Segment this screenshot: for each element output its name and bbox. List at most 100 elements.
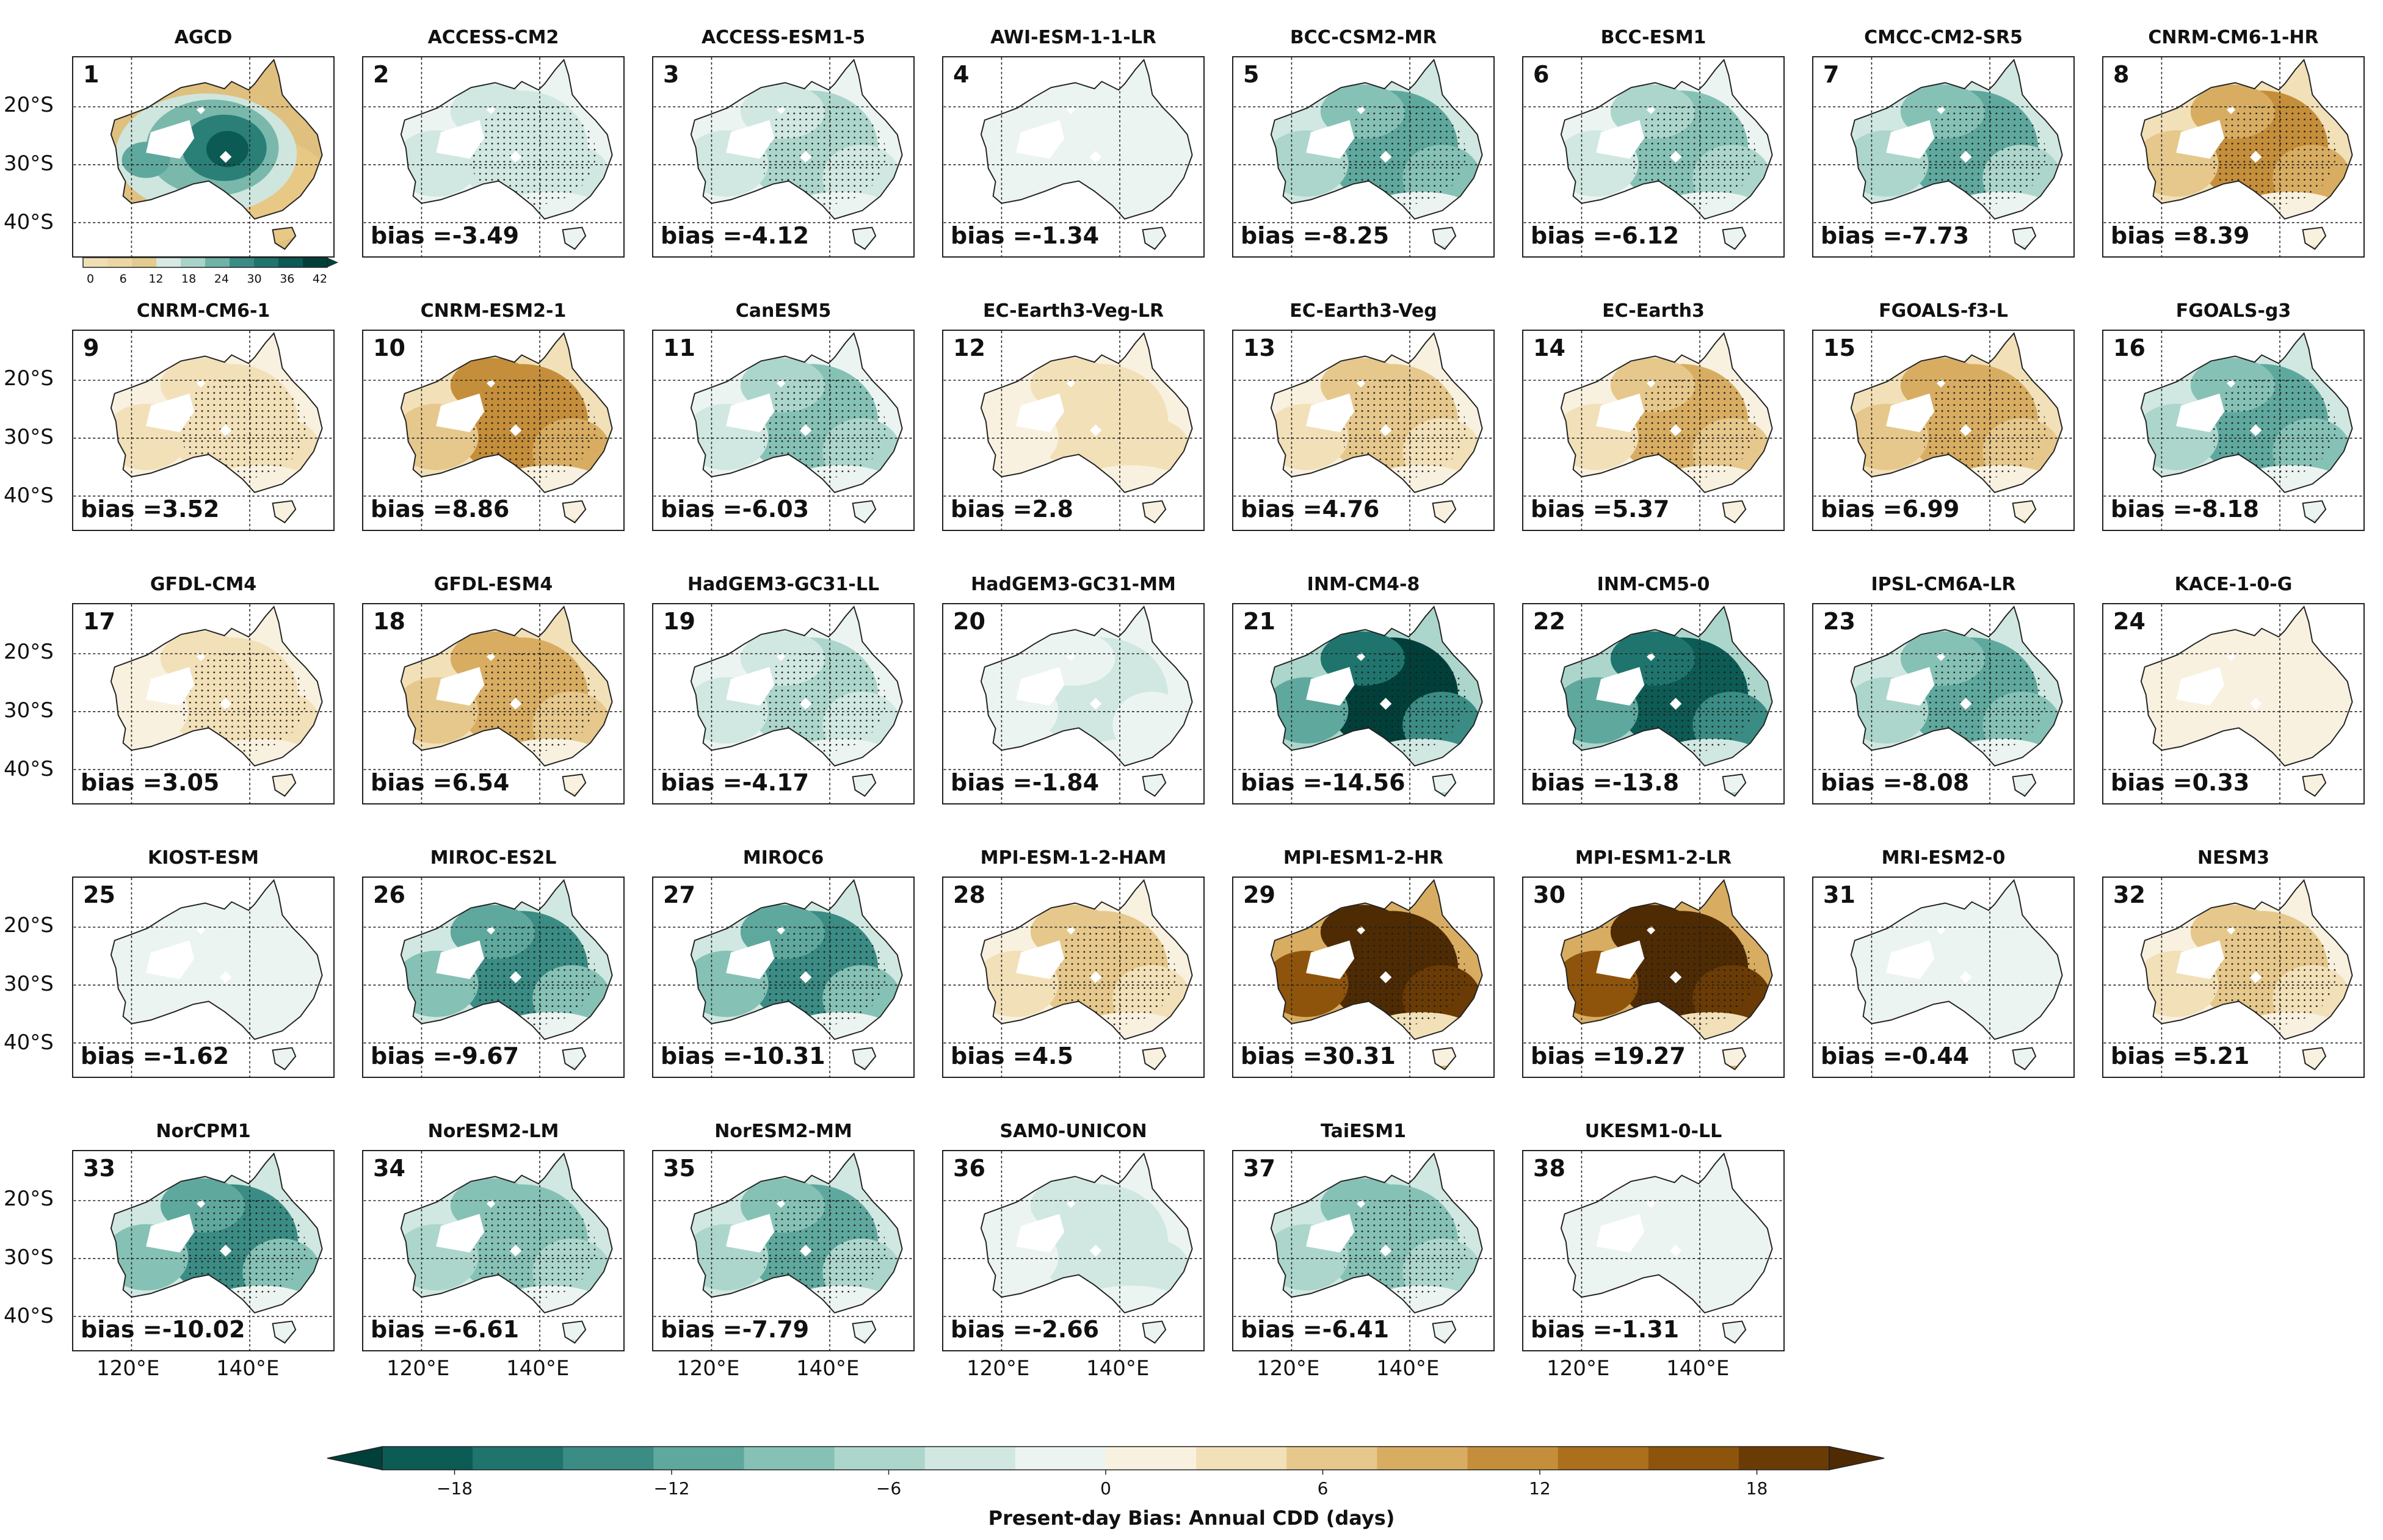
panel-number: 1 (83, 61, 100, 88)
bias-prefix: bias = (2111, 496, 2193, 522)
latitude-label: 30°S (4, 151, 54, 176)
latitude-label: 40°S (4, 757, 54, 781)
bias-prefix: bias = (951, 1316, 1032, 1343)
australia-map (2103, 878, 2363, 1077)
bias-number: 0.33 (2192, 769, 2250, 796)
bias-prefix: bias = (371, 1316, 452, 1343)
bias-value: bias =-14.56 (1241, 769, 1405, 796)
panel-number: 3 (663, 61, 680, 88)
map-frame (652, 603, 915, 804)
australia-map (1523, 878, 1783, 1077)
bias-value: bias =-1.34 (951, 222, 1099, 249)
bias-number: -1.31 (1612, 1316, 1680, 1343)
bias-prefix: bias = (661, 769, 742, 796)
bias-number: -3.49 (452, 222, 520, 249)
australia-map (943, 331, 1203, 530)
map-frame (2102, 603, 2365, 804)
australia-map (1523, 57, 1783, 256)
australia-map (1813, 604, 2073, 803)
bias-value: bias =5.21 (2111, 1043, 2249, 1069)
panel-number: 8 (2113, 61, 2130, 88)
australia-map (1813, 878, 2073, 1077)
model-panel-28: MPI-ESM-1-2-HAM 28 bias =4.5 (942, 847, 1205, 1078)
map-frame (362, 56, 625, 258)
longitude-label: 140°E (1086, 1356, 1150, 1381)
panel-title: NESM3 (2197, 847, 2269, 869)
model-panel-29: MPI-ESM1-2-HR 29 bias =30.31 (1232, 847, 1495, 1078)
bias-number: -1.34 (1032, 222, 1100, 249)
model-panel-4: AWI-ESM-1-1-LR 4 bias =-1.34 (942, 27, 1205, 258)
bias-value: bias =-2.66 (951, 1316, 1099, 1343)
panel-number: 33 (83, 1155, 115, 1182)
bias-number: -14.56 (1322, 769, 1405, 796)
panel-title: GFDL-ESM4 (433, 574, 553, 595)
panel-title: SAM0-UNICON (999, 1121, 1147, 1142)
panel-number: 27 (663, 881, 695, 908)
latitude-label: 20°S (4, 93, 54, 117)
bias-number: 4.5 (1032, 1043, 1073, 1069)
panel-number: 18 (373, 608, 405, 635)
bias-number: -10.31 (742, 1043, 825, 1069)
panel-number: 29 (1243, 881, 1275, 908)
map-frame (72, 877, 335, 1078)
model-panel-3: ACCESS-ESM1-5 3 bias =-4.12 (652, 27, 915, 258)
map-frame (652, 56, 915, 258)
panel-number: 21 (1243, 608, 1275, 635)
bias-value: bias =-6.61 (371, 1316, 519, 1343)
observed-colorbar-tick: 0 (86, 272, 95, 286)
colorbar-segment (1286, 1447, 1377, 1470)
panel-number: 15 (1823, 334, 1855, 361)
australia-map (653, 1151, 913, 1350)
colorbar-segment (1106, 1447, 1197, 1470)
longitude-label: 120°E (96, 1356, 160, 1381)
model-panel-24: KACE-1-0-G 24 bias =0.33 (2102, 574, 2365, 804)
panel-number: 28 (953, 881, 985, 908)
panel-title: TaiESM1 (1321, 1121, 1406, 1142)
panel-number: 7 (1823, 61, 1840, 88)
colorbar-segment (1558, 1447, 1649, 1470)
colorbar-label: Present-day Bias: Annual CDD (days) (988, 1506, 1395, 1530)
panel-number: 20 (953, 608, 985, 635)
bias-prefix: bias = (81, 496, 162, 522)
bias-number: -7.79 (742, 1316, 810, 1343)
bias-number: -1.62 (162, 1043, 230, 1069)
bias-value: bias =-10.02 (81, 1316, 245, 1343)
model-panel-30: MPI-ESM1-2-LR 30 bias =19.27 (1522, 847, 1785, 1078)
panel-number: 35 (663, 1155, 695, 1182)
observed-colorbar-tick: 12 (148, 272, 164, 286)
model-panel-20: HadGEM3-GC31-MM 20 bias =-1.84 (942, 574, 1205, 804)
map-frame (1812, 877, 2075, 1078)
bias-value: bias =-8.08 (1821, 769, 1969, 796)
bias-number: -6.03 (742, 496, 810, 522)
map-frame (1522, 330, 1785, 531)
model-panel-2: ACCESS-CM2 2 bias =-3.49 (362, 27, 625, 258)
panel-title: CNRM-ESM2-1 (420, 300, 567, 322)
bias-prefix: bias = (1241, 1043, 1322, 1069)
bias-number: 5.37 (1612, 496, 1670, 522)
australia-map (1523, 1151, 1783, 1350)
map-frame (652, 1150, 915, 1351)
map-frame (1232, 1150, 1495, 1351)
model-panel-35: NorESM2-MM 35 bias =-7.79 (652, 1121, 915, 1351)
bias-value: bias =-1.62 (81, 1043, 229, 1069)
australia-map (2103, 331, 2363, 530)
model-panel-37: TaiESM1 37 bias =-6.41 (1232, 1121, 1495, 1351)
bias-value: bias =-1.31 (1531, 1316, 1679, 1343)
bias-prefix: bias = (81, 1043, 162, 1069)
map-frame (1232, 603, 1495, 804)
panel-number: 22 (1533, 608, 1565, 635)
map-frame (2102, 877, 2365, 1078)
panel-title: FGOALS-g3 (2175, 300, 2291, 322)
map-frame (942, 877, 1205, 1078)
longitude-label: 140°E (1376, 1356, 1440, 1381)
bias-prefix: bias = (1821, 769, 1902, 796)
bias-number: -10.02 (162, 1316, 245, 1343)
panel-title: KIOST-ESM (148, 847, 259, 869)
colorbar-tick-label: −12 (653, 1478, 690, 1498)
model-panel-9: CNRM-CM6-1 9 bias =3.52 (72, 300, 335, 531)
colorbar-segment (1377, 1447, 1468, 1470)
colorbar-segment (1648, 1447, 1739, 1470)
panel-title: AWI-ESM-1-1-LR (990, 27, 1156, 48)
latitude-label: 30°S (4, 1245, 54, 1270)
panel-title: FGOALS-f3-L (1879, 300, 2008, 322)
